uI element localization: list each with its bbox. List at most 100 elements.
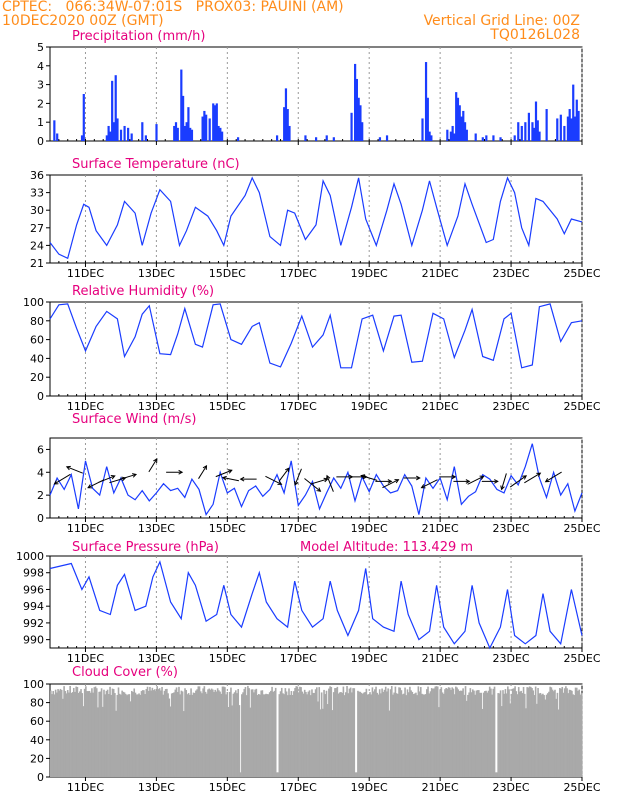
cloud-bar [132, 692, 134, 777]
cloud-bar [289, 694, 292, 777]
wind-arrow-shaft [294, 468, 302, 486]
cloud-bar [442, 693, 445, 777]
cloud-bar [561, 686, 564, 777]
cloud-bar [149, 686, 151, 777]
precip-bar [430, 135, 433, 141]
cloud-bar [351, 692, 353, 777]
cloud-bar [91, 688, 93, 777]
cloud-bar [254, 689, 256, 777]
precip-bar [517, 122, 520, 141]
cloud-bar [384, 686, 387, 777]
cloud-bar [243, 688, 246, 777]
cloud-bar [530, 686, 532, 777]
cloud-bar [248, 688, 250, 777]
precip-bar [568, 109, 571, 141]
panel-4-xtick-label: 19DEC [351, 522, 388, 535]
wind-arrow-shaft [361, 475, 378, 481]
cloud-bar [202, 688, 204, 777]
cloud-bar [326, 704, 329, 777]
cloud-bar [554, 689, 556, 777]
cloud-bar [430, 688, 433, 777]
cloud-bar [97, 707, 99, 777]
precip-bar [116, 118, 119, 141]
cloud-bar [382, 691, 385, 777]
cloud-bar [58, 690, 61, 777]
panel-2-xtick-label: 17DEC [280, 267, 317, 280]
cloud-bar [179, 694, 181, 777]
cloud-bar [296, 686, 299, 777]
cloud-bar [162, 694, 165, 777]
cloud-bar [520, 690, 522, 777]
precip-bar [288, 125, 291, 141]
cloud-bar [244, 687, 247, 777]
cloud-bar [550, 687, 553, 777]
cloud-bar [185, 690, 188, 777]
cloud-bar [361, 693, 364, 777]
cloud-bar [534, 686, 537, 777]
panel-2-title: Surface Temperature (nC) [72, 157, 240, 172]
precip-bar [283, 107, 286, 141]
cloud-bar [161, 686, 163, 777]
cloud-bar [153, 689, 156, 777]
precip-bar [189, 127, 192, 141]
cloud-bar [537, 687, 539, 777]
precip-bar [513, 135, 516, 141]
cloud-bar [120, 694, 122, 777]
wind-arrow-head [416, 475, 421, 481]
cloud-bar [264, 694, 266, 777]
cloud-bar [101, 706, 104, 777]
cloud-bar [511, 688, 514, 777]
panel-1-ytick-label: 2 [37, 97, 44, 110]
cloud-bar [397, 693, 399, 777]
cloud-bar [439, 689, 441, 777]
cloud-bar [330, 686, 333, 777]
cloud-bar [169, 706, 172, 777]
precip-bar [446, 129, 449, 141]
panel-1-ytick-label: 4 [37, 60, 44, 73]
precip-bar [236, 137, 240, 141]
cloud-bar [369, 692, 371, 777]
precip-bar [474, 133, 477, 141]
cloud-bar [438, 707, 440, 777]
panel-6-xtick-label: 21DEC [422, 781, 459, 794]
cloud-bar [156, 686, 159, 777]
cloud-bar [318, 687, 321, 777]
cloud-bar [143, 690, 145, 777]
cloud-bar [317, 701, 319, 777]
wind-arrow-shaft [119, 473, 137, 480]
wind-arrow-head [277, 480, 283, 485]
cloud-bar [114, 693, 116, 777]
cloud-bar [53, 694, 56, 777]
panel-3-xtick-label: 21DEC [422, 400, 459, 413]
cloud-bar [198, 686, 201, 777]
cloud-bar [208, 688, 210, 777]
cloud-bar [92, 692, 94, 777]
cloud-bar [279, 691, 282, 777]
cloud-bar [398, 687, 400, 777]
cloud-bar [359, 691, 362, 777]
precip-bar [190, 129, 194, 141]
cloud-bar [80, 689, 82, 777]
cloud-bar [560, 688, 562, 777]
cloud-bar [299, 686, 301, 777]
cloud-bar [121, 690, 123, 777]
precip-bar [217, 125, 220, 141]
cloud-bar [469, 688, 472, 777]
cloud-bar [201, 693, 203, 777]
cloud-bar [220, 693, 223, 777]
cloud-bar [245, 695, 248, 777]
cloud-bar [401, 694, 404, 777]
cloud-bar [322, 708, 324, 777]
precip-bar [458, 105, 461, 141]
cloud-bar [346, 686, 348, 777]
cloud-bar [355, 772, 358, 777]
precip-bar [212, 103, 215, 141]
cloud-bar [509, 703, 512, 777]
cloud-bar [374, 689, 376, 777]
panel-5-xtick-label: 21DEC [422, 652, 459, 665]
cloud-bar [493, 686, 496, 777]
cloud-bar [336, 686, 339, 777]
cloud-bar [380, 693, 382, 777]
cloud-bar [228, 691, 231, 777]
panel-5-ytick-label: 996 [23, 583, 44, 596]
